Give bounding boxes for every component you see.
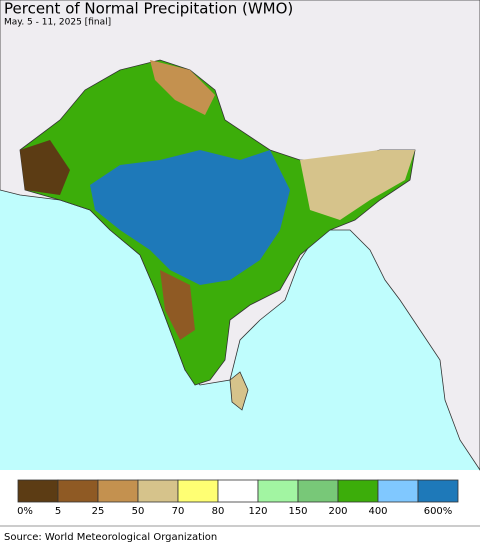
legend-label: 600% bbox=[424, 506, 453, 517]
dry-region bbox=[160, 270, 195, 340]
legend-label: 400 bbox=[368, 506, 387, 517]
legend-label: 200 bbox=[328, 506, 347, 517]
source: Source: World Meteorological Organizatio… bbox=[4, 532, 217, 543]
sri-lanka bbox=[229, 371, 249, 411]
legend-label: 0% bbox=[17, 506, 33, 517]
legend-swatch bbox=[177, 479, 219, 503]
wet-region bbox=[90, 150, 290, 285]
legend-label: 5 bbox=[55, 506, 61, 517]
legend-swatch bbox=[417, 479, 459, 503]
legend-label: 50 bbox=[132, 506, 145, 517]
legend-swatch bbox=[97, 479, 139, 503]
legend-swatch bbox=[377, 479, 419, 503]
dry-region bbox=[300, 150, 415, 220]
legend-swatch bbox=[137, 479, 179, 503]
legend-label: 120 bbox=[248, 506, 267, 517]
legend-swatch bbox=[337, 479, 379, 503]
dry-region bbox=[150, 60, 215, 115]
legend-swatch bbox=[297, 479, 339, 503]
legend-label: 150 bbox=[288, 506, 307, 517]
title: Percent of Normal Precipitation (WMO) bbox=[4, 0, 293, 18]
legend-swatch bbox=[217, 479, 259, 503]
legend-label: 25 bbox=[92, 506, 105, 517]
dry-region bbox=[20, 140, 70, 195]
legend-swatch bbox=[257, 479, 299, 503]
legend-label: 70 bbox=[172, 506, 185, 517]
legend-label: 80 bbox=[212, 506, 225, 517]
legend: 0% 5 25 50 70 80 120 150 200 400 600% bbox=[17, 479, 459, 517]
subtitle: May. 5 - 11, 2025 [final] bbox=[4, 18, 111, 28]
map bbox=[0, 0, 480, 471]
legend-swatch bbox=[57, 479, 99, 503]
legend-swatch bbox=[17, 479, 59, 503]
